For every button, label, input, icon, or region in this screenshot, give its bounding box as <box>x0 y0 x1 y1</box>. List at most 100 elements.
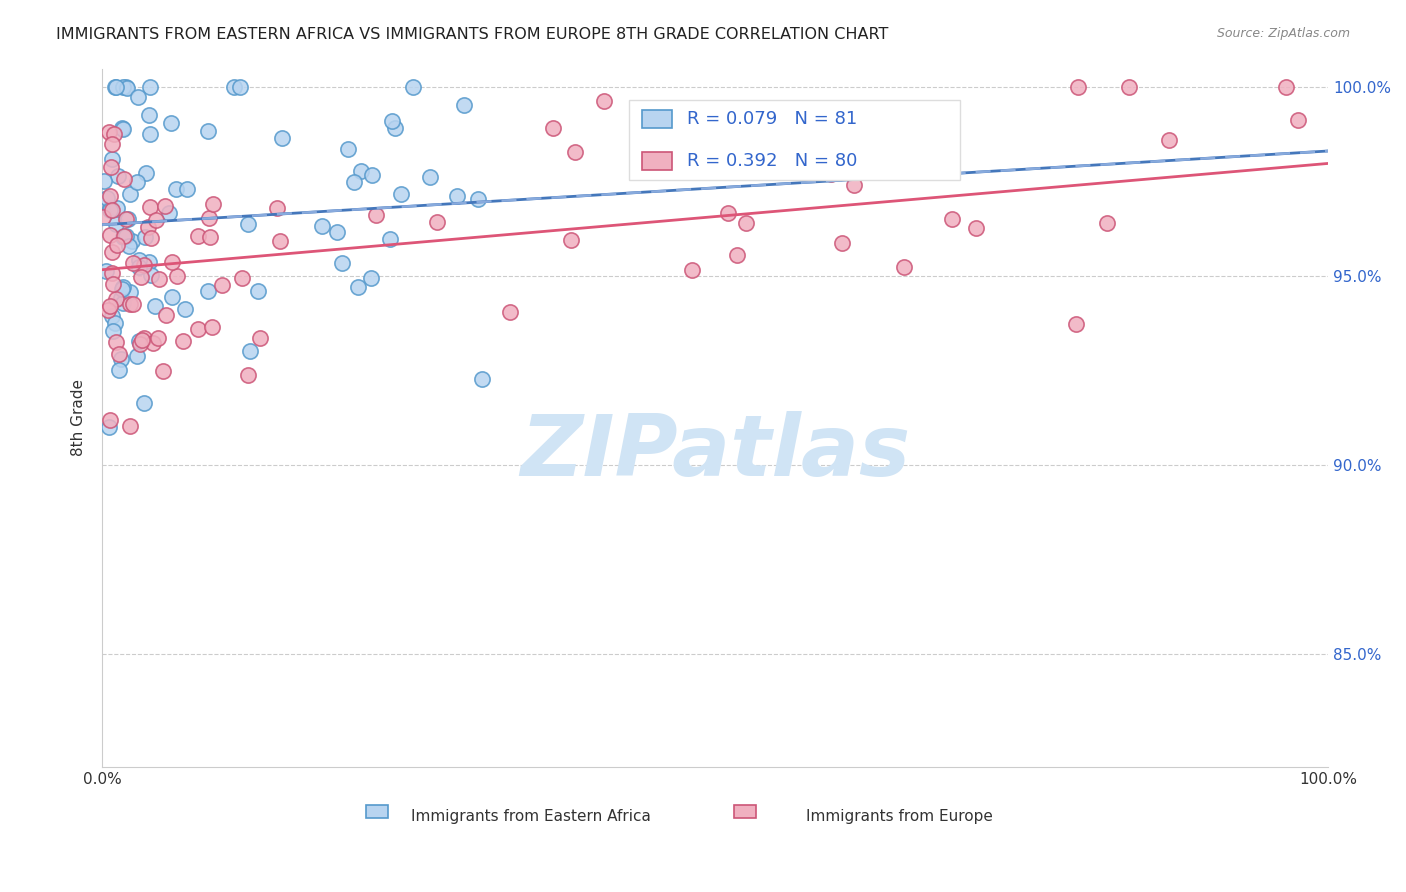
Point <box>145 213 167 227</box>
Point <box>1286 113 1309 128</box>
Point <box>98 189 121 203</box>
Point <box>560 233 582 247</box>
Point <box>229 80 252 95</box>
Point <box>499 305 522 319</box>
FancyBboxPatch shape <box>734 805 755 818</box>
Point <box>139 231 162 245</box>
Point <box>173 302 195 317</box>
Point <box>166 268 188 283</box>
Point <box>197 284 219 298</box>
Point <box>364 208 387 222</box>
Point <box>337 142 360 156</box>
Point <box>198 230 221 244</box>
Point <box>101 324 124 338</box>
Point <box>325 225 347 239</box>
Point <box>98 420 121 434</box>
Point <box>270 130 292 145</box>
Point <box>211 278 233 293</box>
Point <box>111 229 134 244</box>
Point <box>134 396 156 410</box>
Point <box>103 128 125 142</box>
Point <box>197 124 219 138</box>
Point <box>269 235 291 249</box>
Point <box>111 80 134 95</box>
Point <box>128 260 150 274</box>
Point <box>384 121 406 136</box>
Point <box>128 334 150 348</box>
Point <box>1118 80 1140 95</box>
Point <box>1064 317 1087 331</box>
Text: R = 0.079   N = 81: R = 0.079 N = 81 <box>688 111 858 128</box>
Point <box>101 137 124 152</box>
Point <box>139 200 162 214</box>
Point <box>100 160 122 174</box>
Point <box>112 172 135 186</box>
Point <box>138 255 160 269</box>
Point <box>101 277 124 291</box>
Point <box>104 317 127 331</box>
Point <box>236 368 259 382</box>
Point <box>115 80 138 95</box>
Point <box>346 280 368 294</box>
Point <box>98 413 121 427</box>
Point <box>446 189 468 203</box>
Point <box>844 178 866 192</box>
Point <box>132 331 155 345</box>
Point <box>93 210 115 224</box>
Point <box>117 81 139 95</box>
Point <box>104 334 127 349</box>
Point <box>127 90 149 104</box>
Point <box>98 125 121 139</box>
Point <box>820 167 842 181</box>
Point <box>426 215 449 229</box>
Point <box>236 217 259 231</box>
Point <box>120 419 142 434</box>
Point <box>110 351 132 366</box>
Point <box>160 116 183 130</box>
Point <box>100 310 122 324</box>
Point <box>93 174 115 188</box>
Point <box>467 192 489 206</box>
Point <box>118 239 141 253</box>
Point <box>101 202 124 217</box>
Point <box>717 205 740 219</box>
Point <box>152 364 174 378</box>
Point <box>831 235 853 250</box>
Point <box>122 297 145 311</box>
Point <box>231 271 253 285</box>
Point <box>101 245 124 260</box>
Point <box>1095 216 1118 230</box>
Point <box>117 212 139 227</box>
Point <box>419 170 441 185</box>
Point <box>197 211 219 225</box>
Point <box>165 182 187 196</box>
Point <box>681 263 703 277</box>
Text: Source: ZipAtlas.com: Source: ZipAtlas.com <box>1216 27 1350 40</box>
Point <box>541 121 564 136</box>
Point <box>120 297 142 311</box>
Point <box>222 80 245 95</box>
Point <box>120 285 142 300</box>
Point <box>104 80 127 95</box>
Point <box>128 252 150 267</box>
Point <box>108 346 131 360</box>
Point <box>725 248 748 262</box>
Point <box>100 299 122 313</box>
Point <box>201 319 224 334</box>
Point <box>98 202 121 217</box>
Text: R = 0.392   N = 80: R = 0.392 N = 80 <box>688 153 858 170</box>
Point <box>389 187 412 202</box>
Point <box>157 205 180 219</box>
Point <box>160 290 183 304</box>
Point <box>148 272 170 286</box>
Point <box>112 122 135 136</box>
Point <box>330 256 353 270</box>
Point <box>142 336 165 351</box>
Point <box>107 169 129 183</box>
Point <box>965 220 987 235</box>
Point <box>453 98 475 112</box>
Bar <box>630 100 960 180</box>
Point <box>98 228 121 243</box>
Point <box>678 114 700 128</box>
Point <box>592 95 614 109</box>
